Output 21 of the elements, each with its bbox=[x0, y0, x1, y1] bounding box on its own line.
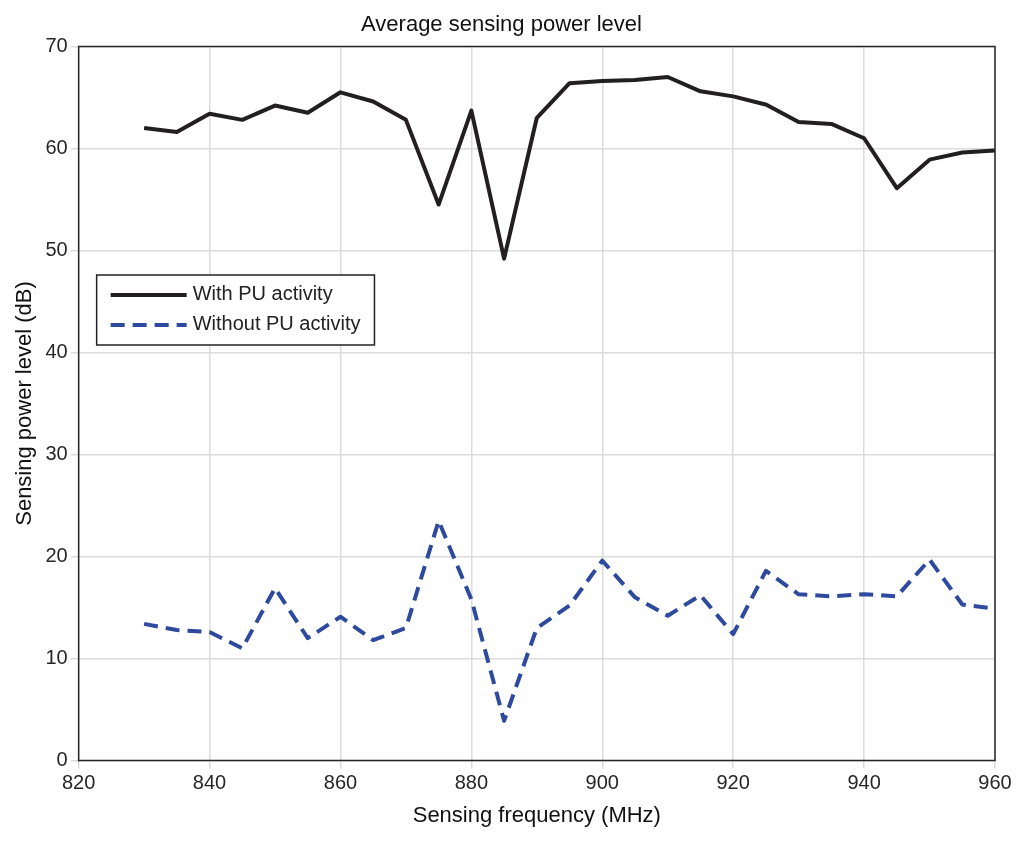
x-tick-label: 880 bbox=[454, 771, 489, 794]
y-tick-label: 60 bbox=[45, 135, 68, 158]
y-tick-label: 50 bbox=[45, 237, 68, 260]
y-axis-title: Sensing power level (dB) bbox=[11, 281, 37, 526]
y-tick-label: 30 bbox=[45, 442, 68, 465]
x-tick-label: 960 bbox=[978, 771, 1012, 794]
x-tick-label: 920 bbox=[716, 771, 750, 794]
legend-label: Without PU activity bbox=[192, 312, 361, 335]
x-tick-label: 900 bbox=[585, 771, 619, 794]
x-tick-label: 940 bbox=[847, 771, 881, 794]
y-tick-label: 40 bbox=[45, 340, 68, 362]
chart-title: Average sensing power level bbox=[361, 11, 642, 37]
legend-label: With PU activity bbox=[192, 282, 333, 305]
y-tick-label: 20 bbox=[45, 544, 68, 567]
x-axis-title: Sensing frequency (MHz) bbox=[412, 801, 661, 827]
x-tick-label: 860 bbox=[323, 771, 358, 794]
y-tick-label: 70 bbox=[45, 33, 68, 56]
y-tick-label: 0 bbox=[56, 748, 68, 771]
x-tick-label: 820 bbox=[61, 771, 96, 794]
y-tick-label: 10 bbox=[45, 646, 68, 669]
x-tick-label: 840 bbox=[192, 771, 227, 794]
